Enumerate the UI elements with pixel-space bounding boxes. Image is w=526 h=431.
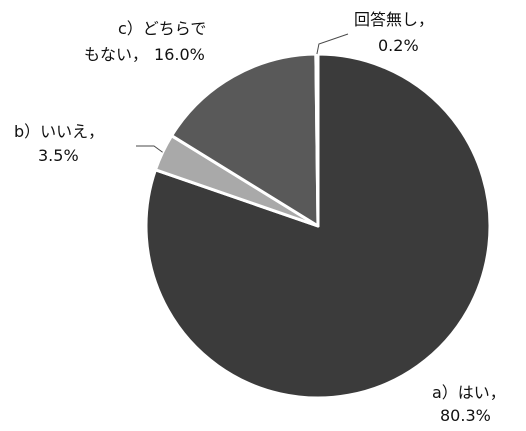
label-b-line2: 3.5% [38,146,79,165]
label-c-text: もない， [84,45,148,64]
leader-line-no [136,145,163,153]
label-c-line1: c）どちらで [118,19,206,38]
pie-slices [144,52,492,400]
label-c-percent: 16.0% [154,45,205,64]
label-a-line2: 80.3% [440,406,491,425]
label-a-line1: a）はい， [432,383,506,402]
label-none-line1: 回答無し， [354,10,434,29]
label-b-line1: b）いいえ， [14,122,104,141]
label-c-line2: もない， 16.0% [84,45,205,64]
leader-line-no-answer [316,33,349,55]
label-none-line2: 0.2% [378,36,419,55]
slice-neither [170,52,320,228]
leader-lines [136,33,349,153]
